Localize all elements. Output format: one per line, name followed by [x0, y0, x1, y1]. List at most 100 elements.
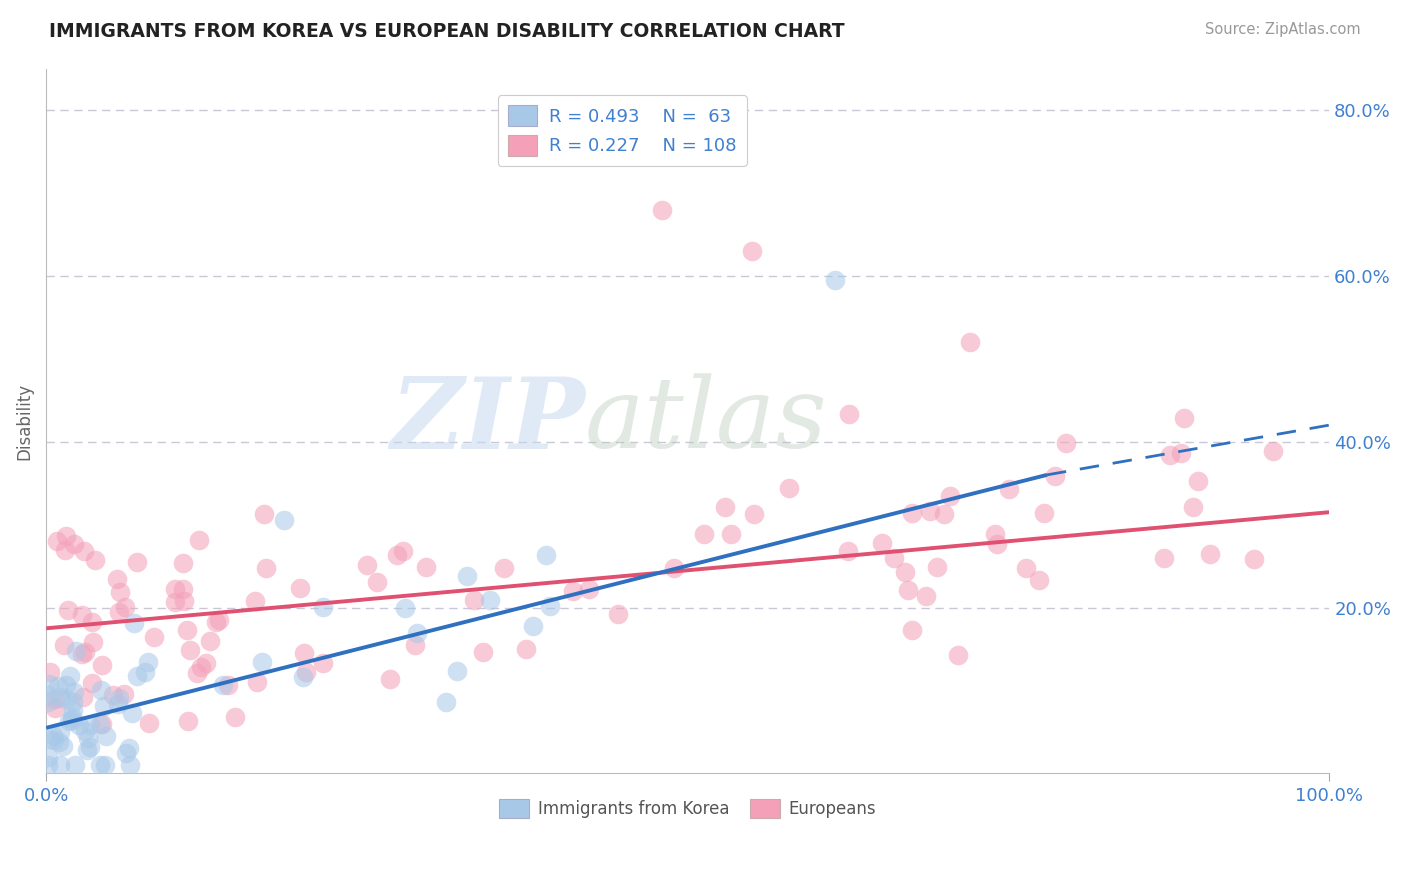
- Point: [77, 731, 100, 745]
- Point: [273, 514, 295, 528]
- Point: [59, 669, 82, 683]
- Point: [107, 697, 129, 711]
- Point: [1043, 469, 1066, 483]
- Point: [134, 665, 156, 679]
- Point: [915, 589, 938, 603]
- Point: [46, 534, 69, 549]
- Point: [983, 527, 1005, 541]
- Point: [1153, 550, 1175, 565]
- Point: [1015, 561, 1038, 575]
- Point: [90, 716, 112, 731]
- Point: [125, 669, 148, 683]
- Point: [1032, 506, 1054, 520]
- Point: [1028, 573, 1050, 587]
- Point: [578, 582, 600, 597]
- Point: [82, 634, 104, 648]
- Point: [44, 691, 66, 706]
- Point: [406, 626, 429, 640]
- Point: [37, 688, 59, 702]
- Point: [76, 743, 98, 757]
- Point: [312, 600, 335, 615]
- Point: [434, 695, 457, 709]
- Point: [121, 706, 143, 720]
- Point: [456, 569, 478, 583]
- Point: [391, 544, 413, 558]
- Point: [56, 602, 79, 616]
- Point: [897, 583, 920, 598]
- Point: [246, 674, 269, 689]
- Point: [53, 542, 76, 557]
- Point: [173, 594, 195, 608]
- Point: [900, 506, 922, 520]
- Point: [1054, 435, 1077, 450]
- Point: [49, 758, 72, 772]
- Point: [48, 725, 70, 739]
- Point: [471, 645, 494, 659]
- Point: [837, 544, 859, 558]
- Point: [492, 561, 515, 575]
- Point: [664, 561, 686, 575]
- Point: [42, 733, 65, 747]
- Point: [778, 481, 800, 495]
- Point: [188, 533, 211, 547]
- Point: [138, 715, 160, 730]
- Point: [463, 592, 485, 607]
- Point: [176, 623, 198, 637]
- Point: [63, 684, 86, 698]
- Point: [37, 758, 59, 772]
- Point: [824, 273, 846, 287]
- Point: [311, 657, 333, 671]
- Point: [163, 594, 186, 608]
- Point: [91, 658, 114, 673]
- Point: [179, 643, 201, 657]
- Point: [870, 536, 893, 550]
- Point: [446, 664, 468, 678]
- Point: [70, 608, 93, 623]
- Point: [89, 717, 111, 731]
- Point: [1173, 411, 1195, 425]
- Point: [136, 655, 159, 669]
- Point: [934, 507, 956, 521]
- Point: [38, 665, 60, 680]
- Point: [55, 692, 77, 706]
- Point: [89, 758, 111, 772]
- Point: [200, 634, 222, 648]
- Point: [63, 758, 86, 772]
- Point: [49, 690, 72, 705]
- Point: [37, 750, 59, 764]
- Point: [190, 660, 212, 674]
- Point: [1198, 547, 1220, 561]
- Point: [356, 558, 378, 572]
- Point: [205, 615, 228, 629]
- Point: [998, 482, 1021, 496]
- Point: [479, 592, 502, 607]
- Point: [250, 655, 273, 669]
- Point: [893, 565, 915, 579]
- Text: ZIP: ZIP: [389, 373, 585, 469]
- Point: [713, 500, 735, 514]
- Point: [224, 710, 246, 724]
- Point: [60, 713, 83, 727]
- Point: [394, 600, 416, 615]
- Text: atlas: atlas: [585, 374, 828, 468]
- Point: [127, 556, 149, 570]
- Point: [118, 741, 141, 756]
- Point: [254, 560, 277, 574]
- Point: [606, 607, 628, 622]
- Point: [93, 699, 115, 714]
- Point: [208, 613, 231, 627]
- Point: [883, 551, 905, 566]
- Point: [1170, 446, 1192, 460]
- Point: [46, 679, 69, 693]
- Point: [73, 645, 96, 659]
- Point: [562, 584, 585, 599]
- Point: [62, 703, 84, 717]
- Point: [44, 701, 66, 715]
- Point: [107, 690, 129, 705]
- Point: [1159, 448, 1181, 462]
- Point: [291, 670, 314, 684]
- Point: [295, 665, 318, 679]
- Point: [404, 638, 426, 652]
- Point: [939, 489, 962, 503]
- Point: [62, 537, 84, 551]
